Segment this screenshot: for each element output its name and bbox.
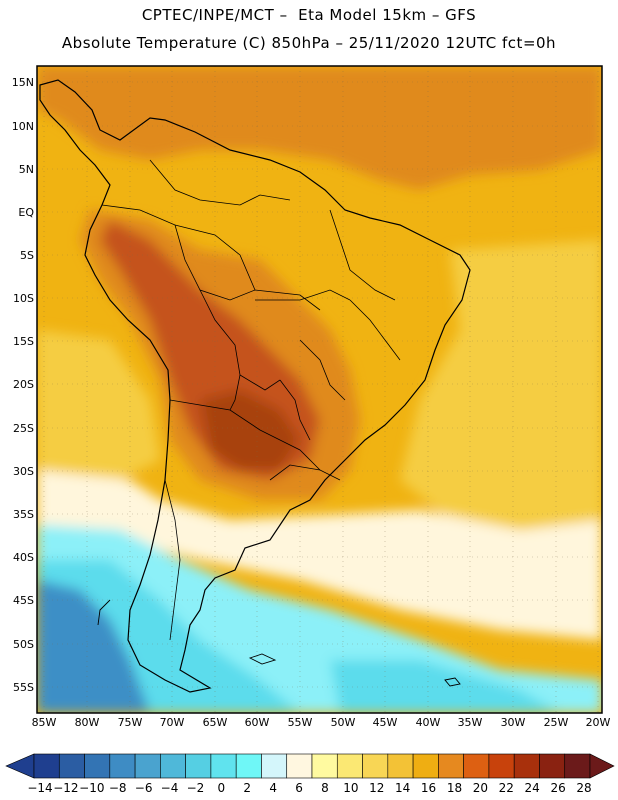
colorbar-swatch	[336, 753, 363, 779]
colorbar-swatch	[387, 753, 414, 779]
lat-label: 30S	[13, 465, 34, 478]
lat-label: 25S	[13, 422, 34, 435]
map-frame	[36, 65, 603, 714]
colorbar-swatch	[286, 753, 313, 779]
colorbar-label: 28	[576, 781, 591, 795]
colorbar-label: 24	[525, 781, 540, 795]
colorbar-swatch	[438, 753, 464, 779]
colorbar-label: 18	[447, 781, 462, 795]
field-blue-southwest	[37, 580, 150, 713]
colorbar-swatch	[539, 753, 566, 779]
lat-label: 5N	[19, 163, 34, 176]
colorbar-swatch	[235, 753, 262, 779]
colorbar-label: 20	[473, 781, 488, 795]
lon-label: 60W	[245, 716, 270, 729]
colorbar-label: −2	[187, 781, 205, 795]
colorbar-swatch	[513, 753, 540, 779]
lon-label: 50W	[331, 716, 356, 729]
colorbar-swatch	[463, 753, 490, 779]
colorbar-swatch	[412, 753, 439, 779]
lat-label: 45S	[13, 594, 34, 607]
colorbar: −14 −12 −10 −8 −6 −4 −2 0 2 4 6 8 10 12 14 16 18 20 22 24 26…	[5, 753, 615, 795]
colorbar-label: −10	[79, 781, 104, 795]
field-cream-band	[37, 470, 602, 640]
lon-label: 20W	[586, 716, 611, 729]
lon-label: 75W	[118, 716, 143, 729]
colorbar-swatch	[58, 753, 85, 779]
colorbar-label: 12	[369, 781, 384, 795]
lon-label: 35W	[458, 716, 483, 729]
colorbar-label: 22	[499, 781, 514, 795]
temperature-map: 15N 10N 5N EQ 5S 10S 15S 20S 25S 30S 35S…	[12, 65, 611, 729]
colorbar-swatch	[109, 753, 136, 779]
colorbar-swatch	[311, 753, 338, 779]
colorbar-swatch	[362, 753, 389, 779]
colorbar-arrow-low	[5, 753, 35, 779]
lat-label: 15S	[13, 335, 34, 348]
colorbar-swatch	[33, 753, 60, 779]
colorbar-swatch	[84, 753, 111, 779]
lon-axis: 85W 80W 75W 70W 65W 60W 55W 50W 45W 40W …	[32, 716, 611, 729]
colorbar-swatch	[134, 753, 161, 779]
chart-title-line2: Absolute Temperature (C) 850hPa – 25/11/…	[61, 34, 557, 52]
colorbar-label: 4	[269, 781, 277, 795]
lon-label: 30W	[501, 716, 526, 729]
field-yellow-pacific	[37, 330, 160, 480]
colorbar-label: 26	[550, 781, 565, 795]
colorbar-swatch	[160, 753, 186, 779]
lon-label: 85W	[32, 716, 57, 729]
lon-label: 55W	[288, 716, 313, 729]
lat-label: 10N	[12, 120, 34, 133]
colorbar-label: −12	[53, 781, 78, 795]
colorbar-swatch	[564, 753, 591, 779]
lat-label: 55S	[13, 681, 34, 694]
colorbar-label: −6	[135, 781, 153, 795]
lat-label: 35S	[13, 508, 34, 521]
colorbar-swatch	[488, 753, 515, 779]
south-america-coastline	[39, 79, 471, 693]
lon-label: 45W	[373, 716, 398, 729]
lon-label: 80W	[75, 716, 100, 729]
lon-label: 25W	[544, 716, 569, 729]
lat-label: 40S	[13, 551, 34, 564]
colorbar-swatch	[210, 753, 237, 779]
lat-label: 15N	[12, 76, 34, 89]
colorbar-swatch	[185, 753, 212, 779]
colorbar-label: 2	[243, 781, 251, 795]
field-yellow-atlantic	[400, 240, 602, 560]
lat-axis: 15N 10N 5N EQ 5S 10S 15S 20S 25S 30S 35S…	[12, 76, 35, 694]
colorbar-label: −4	[161, 781, 179, 795]
country-borders	[101, 159, 401, 641]
lon-label: 70W	[160, 716, 185, 729]
colorbar-label: −14	[27, 781, 52, 795]
chart-title-line1: CPTEC/INPE/MCT – Eta Model 15km – GFS	[141, 6, 477, 24]
lat-label: 20S	[13, 378, 34, 391]
colorbar-label: 16	[421, 781, 436, 795]
lon-label: 40W	[416, 716, 441, 729]
lat-label: EQ	[18, 206, 34, 219]
colorbar-label: −8	[109, 781, 127, 795]
colorbar-label: 10	[343, 781, 358, 795]
colorbar-label: 6	[295, 781, 303, 795]
colorbar-arrow-high	[589, 753, 615, 779]
field-cyan-east	[330, 660, 560, 713]
colorbar-swatches	[5, 753, 615, 779]
lon-label: 65W	[203, 716, 228, 729]
colorbar-label: 0	[218, 781, 226, 795]
lat-label: 5S	[20, 249, 34, 262]
colorbar-labels: −14 −12 −10 −8 −6 −4 −2 0 2 4 6 8 10 12 14 16 18 20 22 24 26…	[27, 781, 591, 795]
graticule	[37, 66, 602, 713]
field-orange-north	[37, 66, 602, 190]
colorbar-label: 14	[395, 781, 410, 795]
field-brown-core	[200, 390, 300, 470]
colorbar-swatch	[261, 753, 288, 779]
colorbar-label: 8	[321, 781, 329, 795]
islands	[97, 599, 461, 687]
lat-label: 50S	[13, 638, 34, 651]
lat-label: 10S	[13, 292, 34, 305]
